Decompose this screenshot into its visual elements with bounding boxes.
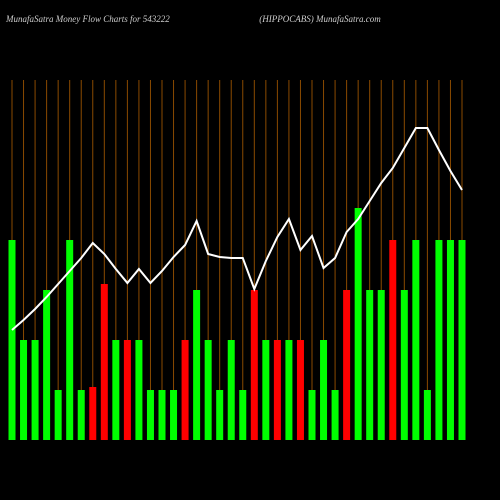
bar [458,240,466,440]
bar [446,240,454,440]
bar [100,284,108,440]
bar [389,240,397,440]
bar [216,390,224,440]
bar [170,390,178,440]
bar [285,340,293,440]
bar [8,240,16,440]
bar [273,340,281,440]
bar [377,290,385,440]
bar [296,340,304,440]
bar [320,340,328,440]
bar [239,390,247,440]
bar [193,290,201,440]
bar [112,340,120,440]
bar [435,240,443,440]
bar [89,387,97,440]
bar [423,390,431,440]
bar [412,240,420,440]
bar [135,340,143,440]
bar [366,290,374,440]
bar [204,340,212,440]
bar [308,390,316,440]
bar [354,208,362,440]
bar [250,290,258,440]
bar [331,390,339,440]
bar [66,240,74,440]
bar [146,390,154,440]
bar [20,340,28,440]
bar [400,290,408,440]
chart-subtitle: (HIPPOCABS) MunafaSatra.com [259,14,381,24]
bar [343,290,351,440]
bar [227,340,235,440]
bar [181,340,189,440]
bar [54,390,62,440]
bar [31,340,39,440]
money-flow-line [11,127,463,331]
bar [43,290,51,440]
bar [262,340,270,440]
bar [123,340,131,440]
bar [77,390,85,440]
bar [158,390,166,440]
chart-title: MunafaSatra Money Flow Charts for 543222 [5,14,170,24]
